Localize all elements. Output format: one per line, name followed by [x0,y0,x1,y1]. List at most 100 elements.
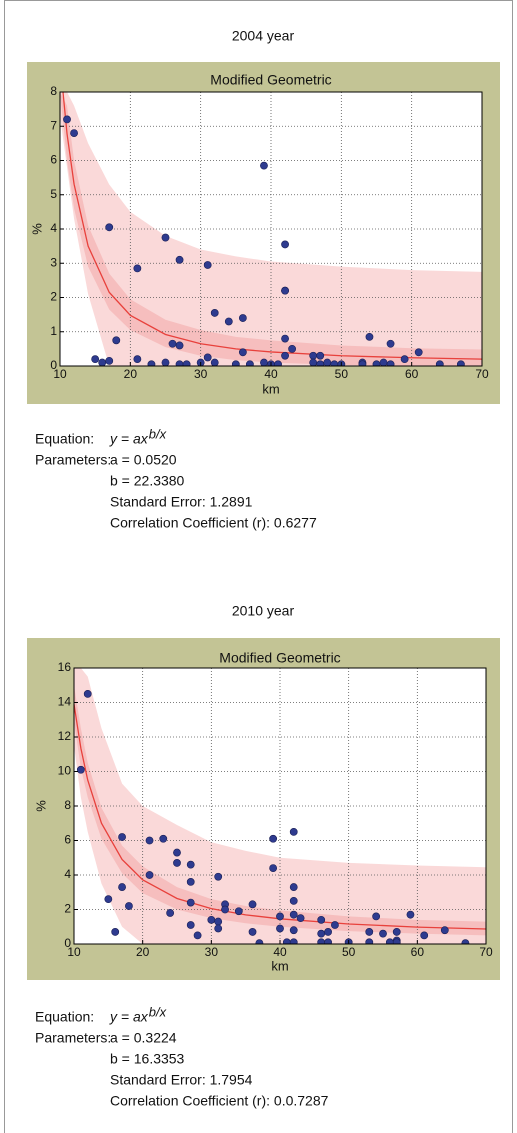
x-axis-label: km [271,958,288,973]
x-tick-label: 10 [67,945,81,959]
fit-curve [62,92,482,360]
x-tick-label: 60 [405,367,419,381]
data-point [63,115,71,124]
y-tick-label: 5 [50,187,57,201]
parameter-a: a = 0.0520 [110,452,177,468]
data-point [309,358,318,366]
data-point [186,898,195,907]
data-point [203,261,212,269]
y-tick-label: 6 [50,153,57,167]
section-heading: 2004 year [232,28,295,44]
data-point [400,355,409,364]
parameter-b: b = 22.3380 [110,473,185,489]
data-point [420,931,429,940]
data-point [173,859,181,867]
data-point [168,339,177,348]
data-point [440,926,449,935]
y-tick-label: 8 [64,798,71,812]
x-tick-label: 30 [205,945,219,959]
data-point [133,355,142,364]
data-point [147,360,156,366]
y-tick-label: 2 [50,290,57,304]
data-point [324,928,332,936]
data-point [281,286,289,295]
y-tick-label: 16 [58,660,72,674]
y-tick-label: 10 [58,764,72,778]
data-point [238,314,247,322]
data-point [145,836,154,845]
data-point [182,360,191,366]
data-point [392,938,401,944]
data-point [105,356,114,365]
data-point [316,351,325,360]
data-point [414,348,423,357]
x-tick-label: 60 [411,945,425,959]
data-point [365,332,374,341]
data-point [289,926,298,935]
data-point [214,917,223,926]
data-point [186,860,195,869]
chart-title: Modified Geometric [210,72,331,88]
data-point [461,939,470,944]
data-point [365,938,374,944]
data-point [372,912,381,921]
x-tick-label: 40 [273,945,287,959]
section-heading: 2010 year [232,603,295,619]
equation-label: Equation: [35,1009,94,1025]
data-point [161,358,170,366]
data-point [83,689,92,698]
data-point [173,848,181,857]
fit-curve [74,704,486,930]
data-point [379,358,388,366]
data-point [210,309,219,317]
data-point [70,129,78,137]
data-point [289,883,298,891]
data-point [365,928,374,936]
data-point [281,240,289,249]
data-point [203,353,212,362]
data-point [276,912,284,921]
y-axis-label: % [33,800,48,812]
equation-exponent: b/x [149,426,167,441]
x-tick-label: 70 [479,945,493,959]
data-point [260,161,268,170]
data-point [76,765,85,774]
data-point [238,348,247,357]
data-point [193,931,202,940]
data-point [104,895,113,904]
data-point [118,833,126,841]
y-tick-label: 6 [64,833,71,847]
parameter-standard-error: Standard Error: 1.7954 [110,1072,253,1088]
data-point [91,355,100,364]
data-point [246,360,254,366]
y-tick-label: 1 [50,324,57,338]
data-point [274,360,282,366]
frame [4,0,513,1133]
data-point [324,938,332,944]
data-point [207,915,216,924]
data-point [281,351,289,360]
data-point [221,905,229,914]
data-point [111,928,120,936]
data-point [289,938,298,944]
x-tick-label: 70 [475,367,489,381]
data-point [386,360,395,366]
equation: y = ax [109,431,149,447]
data-point [289,896,298,905]
y-tick-label: 0 [50,358,57,372]
data-point [166,909,175,917]
chart-title: Modified Geometric [219,650,340,666]
data-point [435,360,444,366]
data-point [98,358,107,366]
x-tick-label: 40 [264,367,278,381]
data-point [175,341,184,350]
x-tick-label: 50 [335,367,349,381]
parameter-b: b = 16.3353 [110,1051,185,1067]
data-point [125,902,133,910]
equation-exponent: b/x [149,1004,167,1019]
plot-content [60,92,482,366]
data-point [133,264,142,273]
data-point [358,360,367,366]
data-point [317,929,326,938]
